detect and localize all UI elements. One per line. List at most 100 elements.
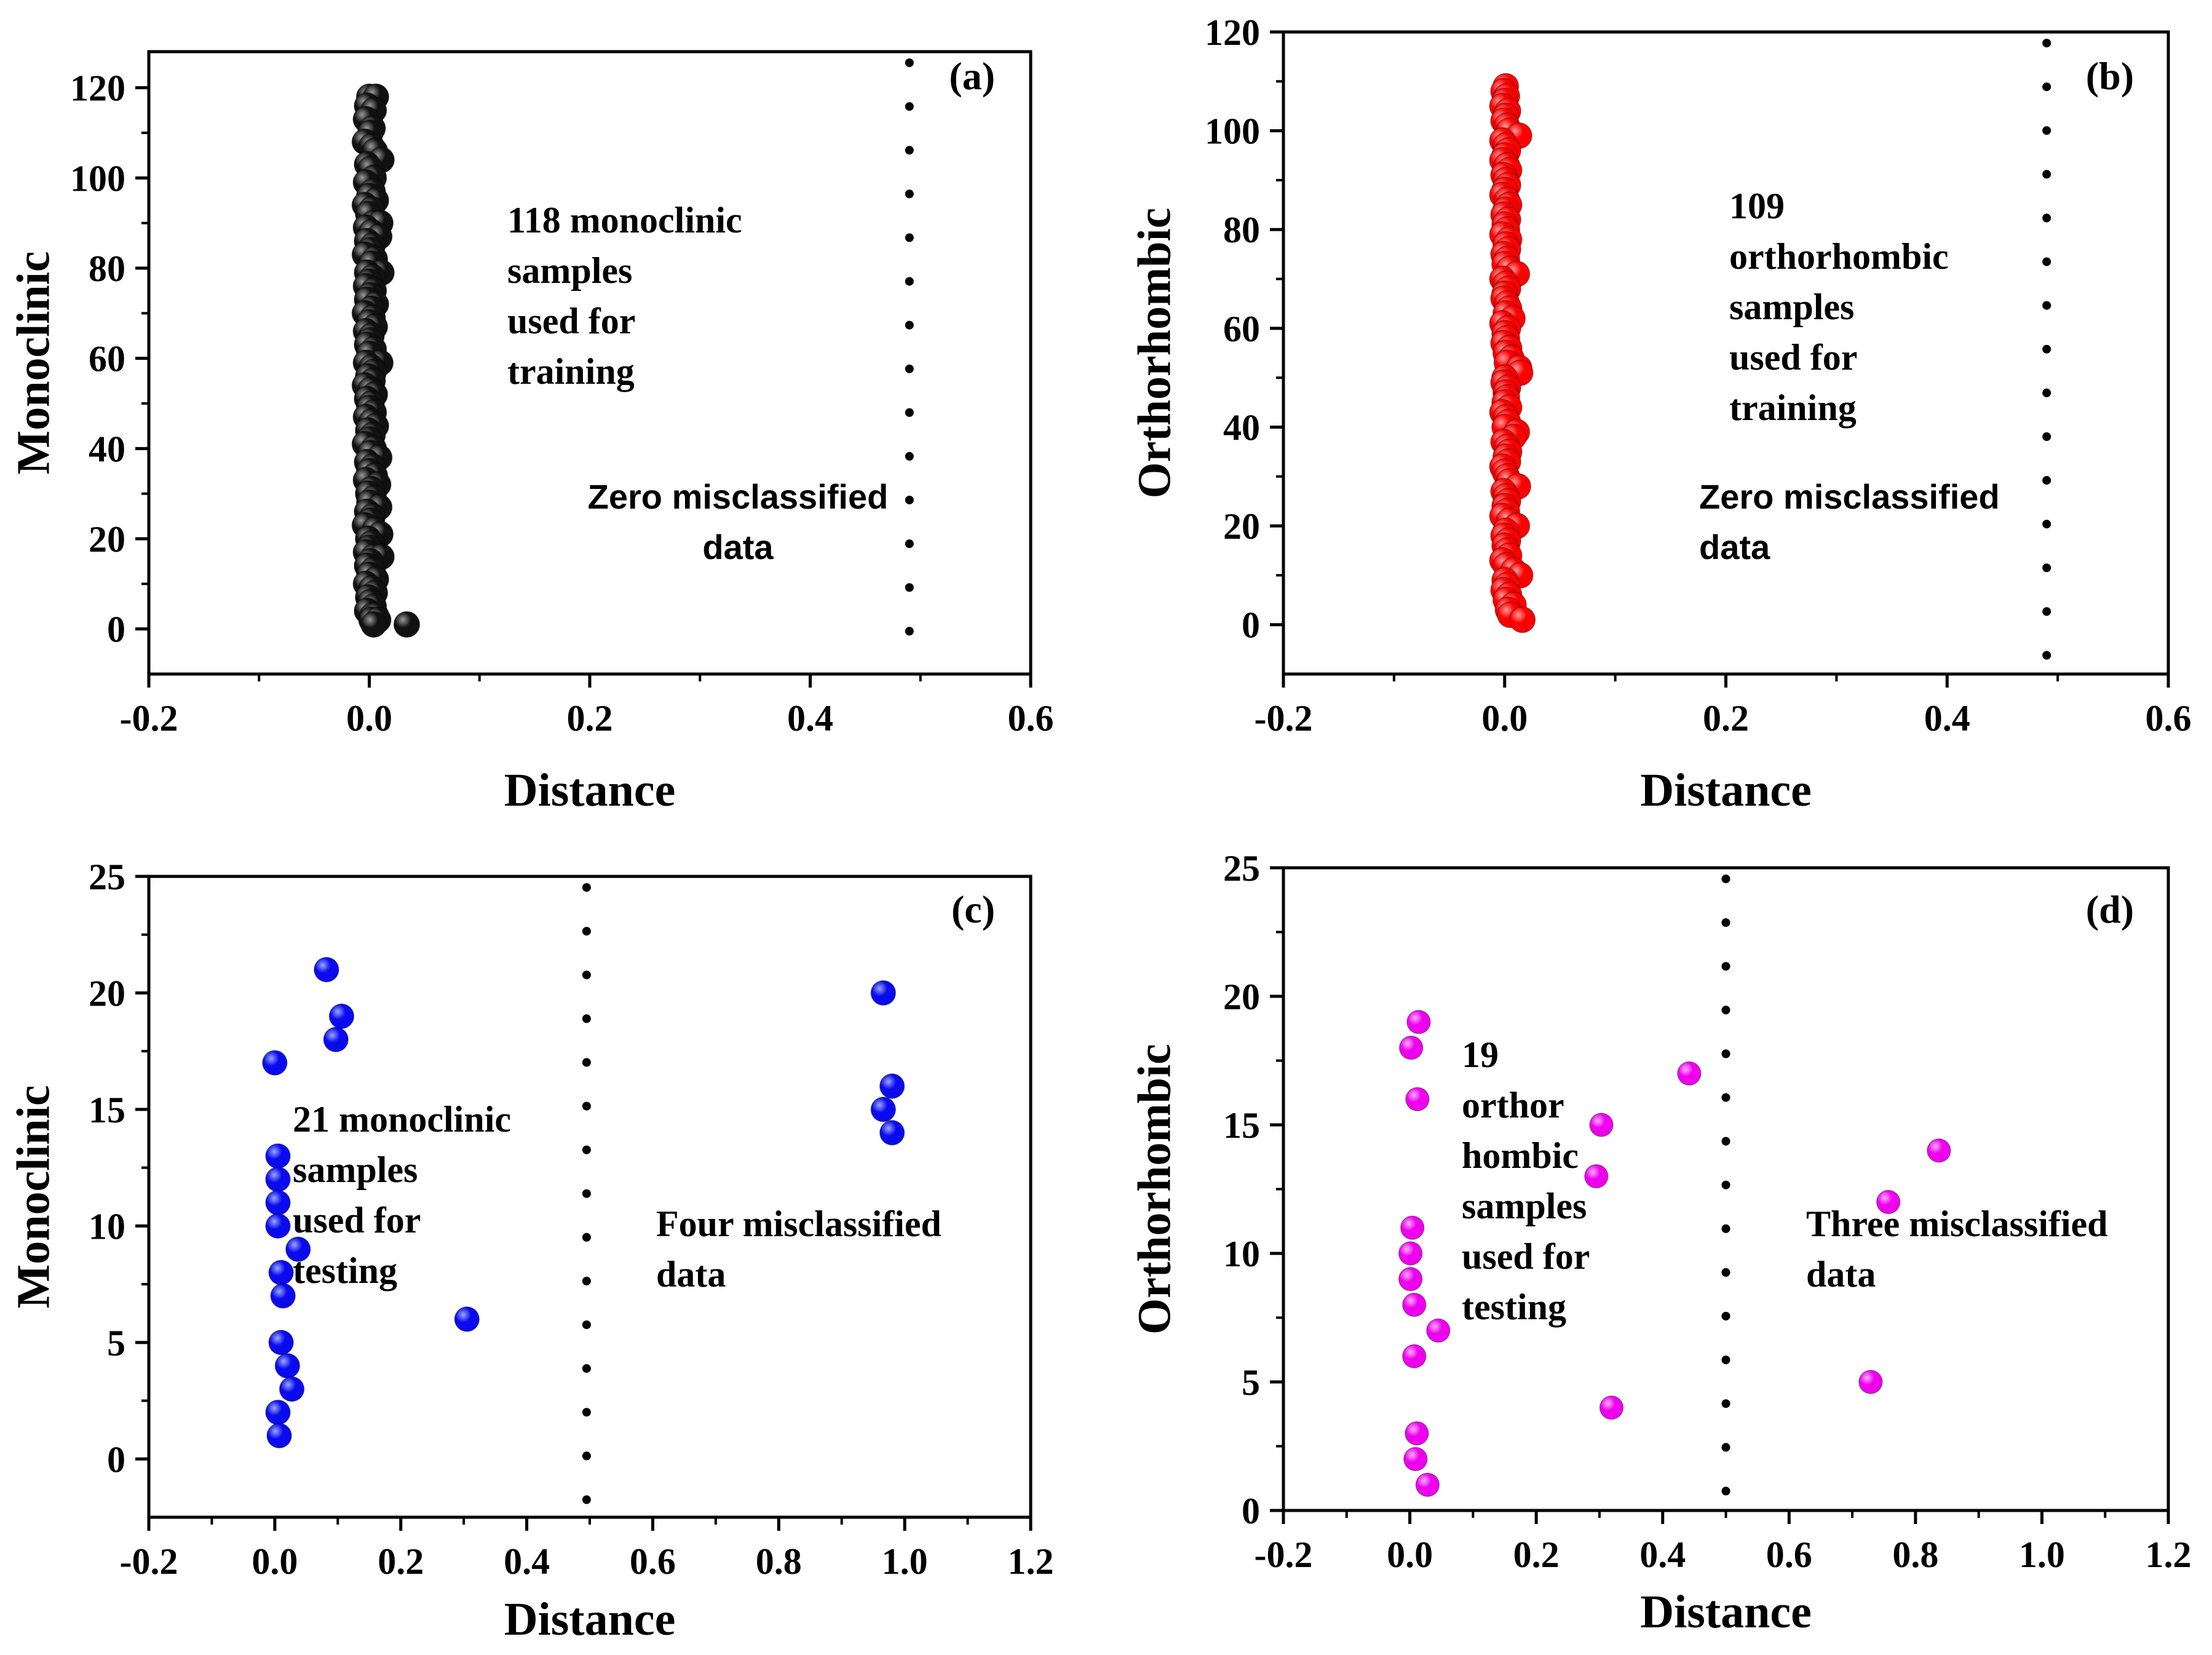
data-point <box>1405 1087 1430 1111</box>
x-tick-label: 0.4 <box>1639 1534 1686 1575</box>
y-tick-label: 25 <box>1223 848 1260 889</box>
annotation-line: samples <box>293 1149 418 1190</box>
panel-a: -0.2 0.0 0.2 0.4 0.6 0 20 40 60 80 100 120 Distance M… <box>7 50 1054 816</box>
x-tick-label: 0.4 <box>787 698 833 739</box>
y-axis-title: Monoclinic <box>7 251 59 474</box>
annotation-line: used for <box>1462 1236 1590 1277</box>
y-tick-label: 40 <box>1223 407 1260 448</box>
y-tick-label: 120 <box>70 68 125 109</box>
panel-b: -0.2 0.0 0.2 0.4 0.6 0 20 40 60 80 100 120 Distance O… <box>1128 12 2191 816</box>
annotation: Zero misclassified data <box>588 477 889 566</box>
data-point <box>265 1213 291 1239</box>
y-tick-label: 20 <box>1223 977 1260 1017</box>
data-point <box>360 611 387 638</box>
annotation-line: 109 <box>1729 186 1785 226</box>
y-tick-label: 10 <box>89 1206 125 1247</box>
data-point <box>1406 1010 1431 1034</box>
x-tick-label: -0.2 <box>120 1541 178 1582</box>
x-tick-label: 0.6 <box>2146 698 2192 739</box>
data-point <box>1400 1215 1425 1240</box>
annotation-line: testing <box>293 1250 397 1291</box>
annotation: Four misclassified data <box>656 1204 941 1295</box>
x-tick-label: 1.0 <box>2019 1534 2065 1575</box>
x-tick-label: 0.6 <box>630 1541 676 1582</box>
x-tick-label: -0.2 <box>120 698 178 739</box>
data-point <box>1402 1292 1427 1317</box>
annotation-line: used for <box>1729 337 1857 378</box>
annotation-line: samples <box>1462 1186 1587 1226</box>
y-tick-label: 100 <box>1205 111 1260 152</box>
data-point <box>285 1236 311 1263</box>
data-point <box>265 1166 291 1193</box>
y-axis-title: Orthorhombic <box>1128 1044 1180 1335</box>
x-tick-label: 0.2 <box>378 1541 424 1582</box>
data-point <box>1415 1472 1440 1497</box>
data-point <box>879 1073 905 1099</box>
x-tick-label: 1.0 <box>882 1541 928 1582</box>
data-point <box>1584 1164 1609 1189</box>
x-tick-label: 0.8 <box>756 1541 802 1582</box>
data-point <box>265 1189 291 1216</box>
annotation: 21 monoclinic samples used for testing <box>293 1099 511 1291</box>
annotation: Three misclassified data <box>1806 1204 2108 1295</box>
panel-label: (c) <box>951 887 995 931</box>
x-tick-label: 0.4 <box>1924 698 1970 739</box>
y-tick-label: 120 <box>1205 12 1260 53</box>
annotation-line: orthorhombic <box>1729 236 1949 277</box>
data-point <box>265 1143 291 1169</box>
x-tick-label: 1.2 <box>1008 1541 1054 1582</box>
annotation-line: used for <box>507 301 635 341</box>
y-tick-label: 5 <box>107 1323 125 1363</box>
data-point <box>1398 1035 1424 1060</box>
x-tick-label: -0.2 <box>1255 1534 1313 1575</box>
data-point <box>266 1423 292 1449</box>
plot-frame <box>1282 30 2170 676</box>
y-tick-label: 20 <box>89 973 125 1014</box>
y-tick-label: 0 <box>1242 1491 1260 1531</box>
data-point <box>870 980 897 1006</box>
data-point <box>270 1283 296 1309</box>
x-tick-label: 0.4 <box>504 1541 550 1582</box>
data-point <box>1403 1447 1428 1472</box>
data-point <box>1858 1370 1883 1394</box>
data-point <box>1677 1061 1702 1086</box>
data-point <box>1927 1138 1951 1163</box>
data-point <box>1398 1241 1423 1266</box>
annotation-line: orthor <box>1462 1085 1564 1125</box>
annotation-line: data <box>656 1254 726 1295</box>
data-point <box>323 1026 349 1052</box>
x-axis-title: Distance <box>504 1593 676 1645</box>
data-point <box>1398 1267 1423 1292</box>
panel-label: (a) <box>949 54 995 98</box>
x-tick-label: 0.0 <box>1387 1534 1433 1575</box>
panel-d: -0.2 0.0 0.2 0.4 0.6 0.8 1.0 1.2 0 5 10 15 20 25 Dista… <box>1128 848 2191 1638</box>
annotation-line: Three misclassified <box>1806 1204 2108 1244</box>
annotation-line: training <box>1729 387 1857 428</box>
y-tick-label: 20 <box>1223 506 1260 547</box>
x-tick-label: 0.0 <box>1481 698 1528 739</box>
y-tick-label: 100 <box>70 158 125 199</box>
data-point <box>1508 606 1536 633</box>
annotation-line: 118 monoclinic <box>507 200 742 240</box>
y-tick-label: 0 <box>107 609 125 650</box>
annotation: 19 orthor hombic samples used for testing <box>1462 1034 1590 1327</box>
y-tick-label: 20 <box>89 519 125 560</box>
x-tick-label: 0.0 <box>252 1541 298 1582</box>
y-tick-label: 5 <box>1242 1362 1260 1403</box>
y-tick-label: 10 <box>1223 1234 1260 1274</box>
data-point <box>1402 1344 1427 1368</box>
data-point <box>268 1330 294 1355</box>
annotation: Zero misclassified data <box>1699 477 2000 566</box>
annotation-line: samples <box>507 250 632 291</box>
annotation-line: Zero misclassified <box>1699 477 2000 516</box>
x-tick-label: 0.2 <box>1703 698 1749 739</box>
data-point <box>1599 1395 1624 1420</box>
x-tick-label: 0.6 <box>1766 1534 1812 1575</box>
data-point <box>1589 1113 1614 1137</box>
x-tick-label: 0.6 <box>1008 698 1054 739</box>
y-tick-label: 0 <box>107 1439 125 1480</box>
data-point <box>265 1399 291 1426</box>
x-tick-label: 0.2 <box>567 698 613 739</box>
data-point <box>879 1120 905 1146</box>
